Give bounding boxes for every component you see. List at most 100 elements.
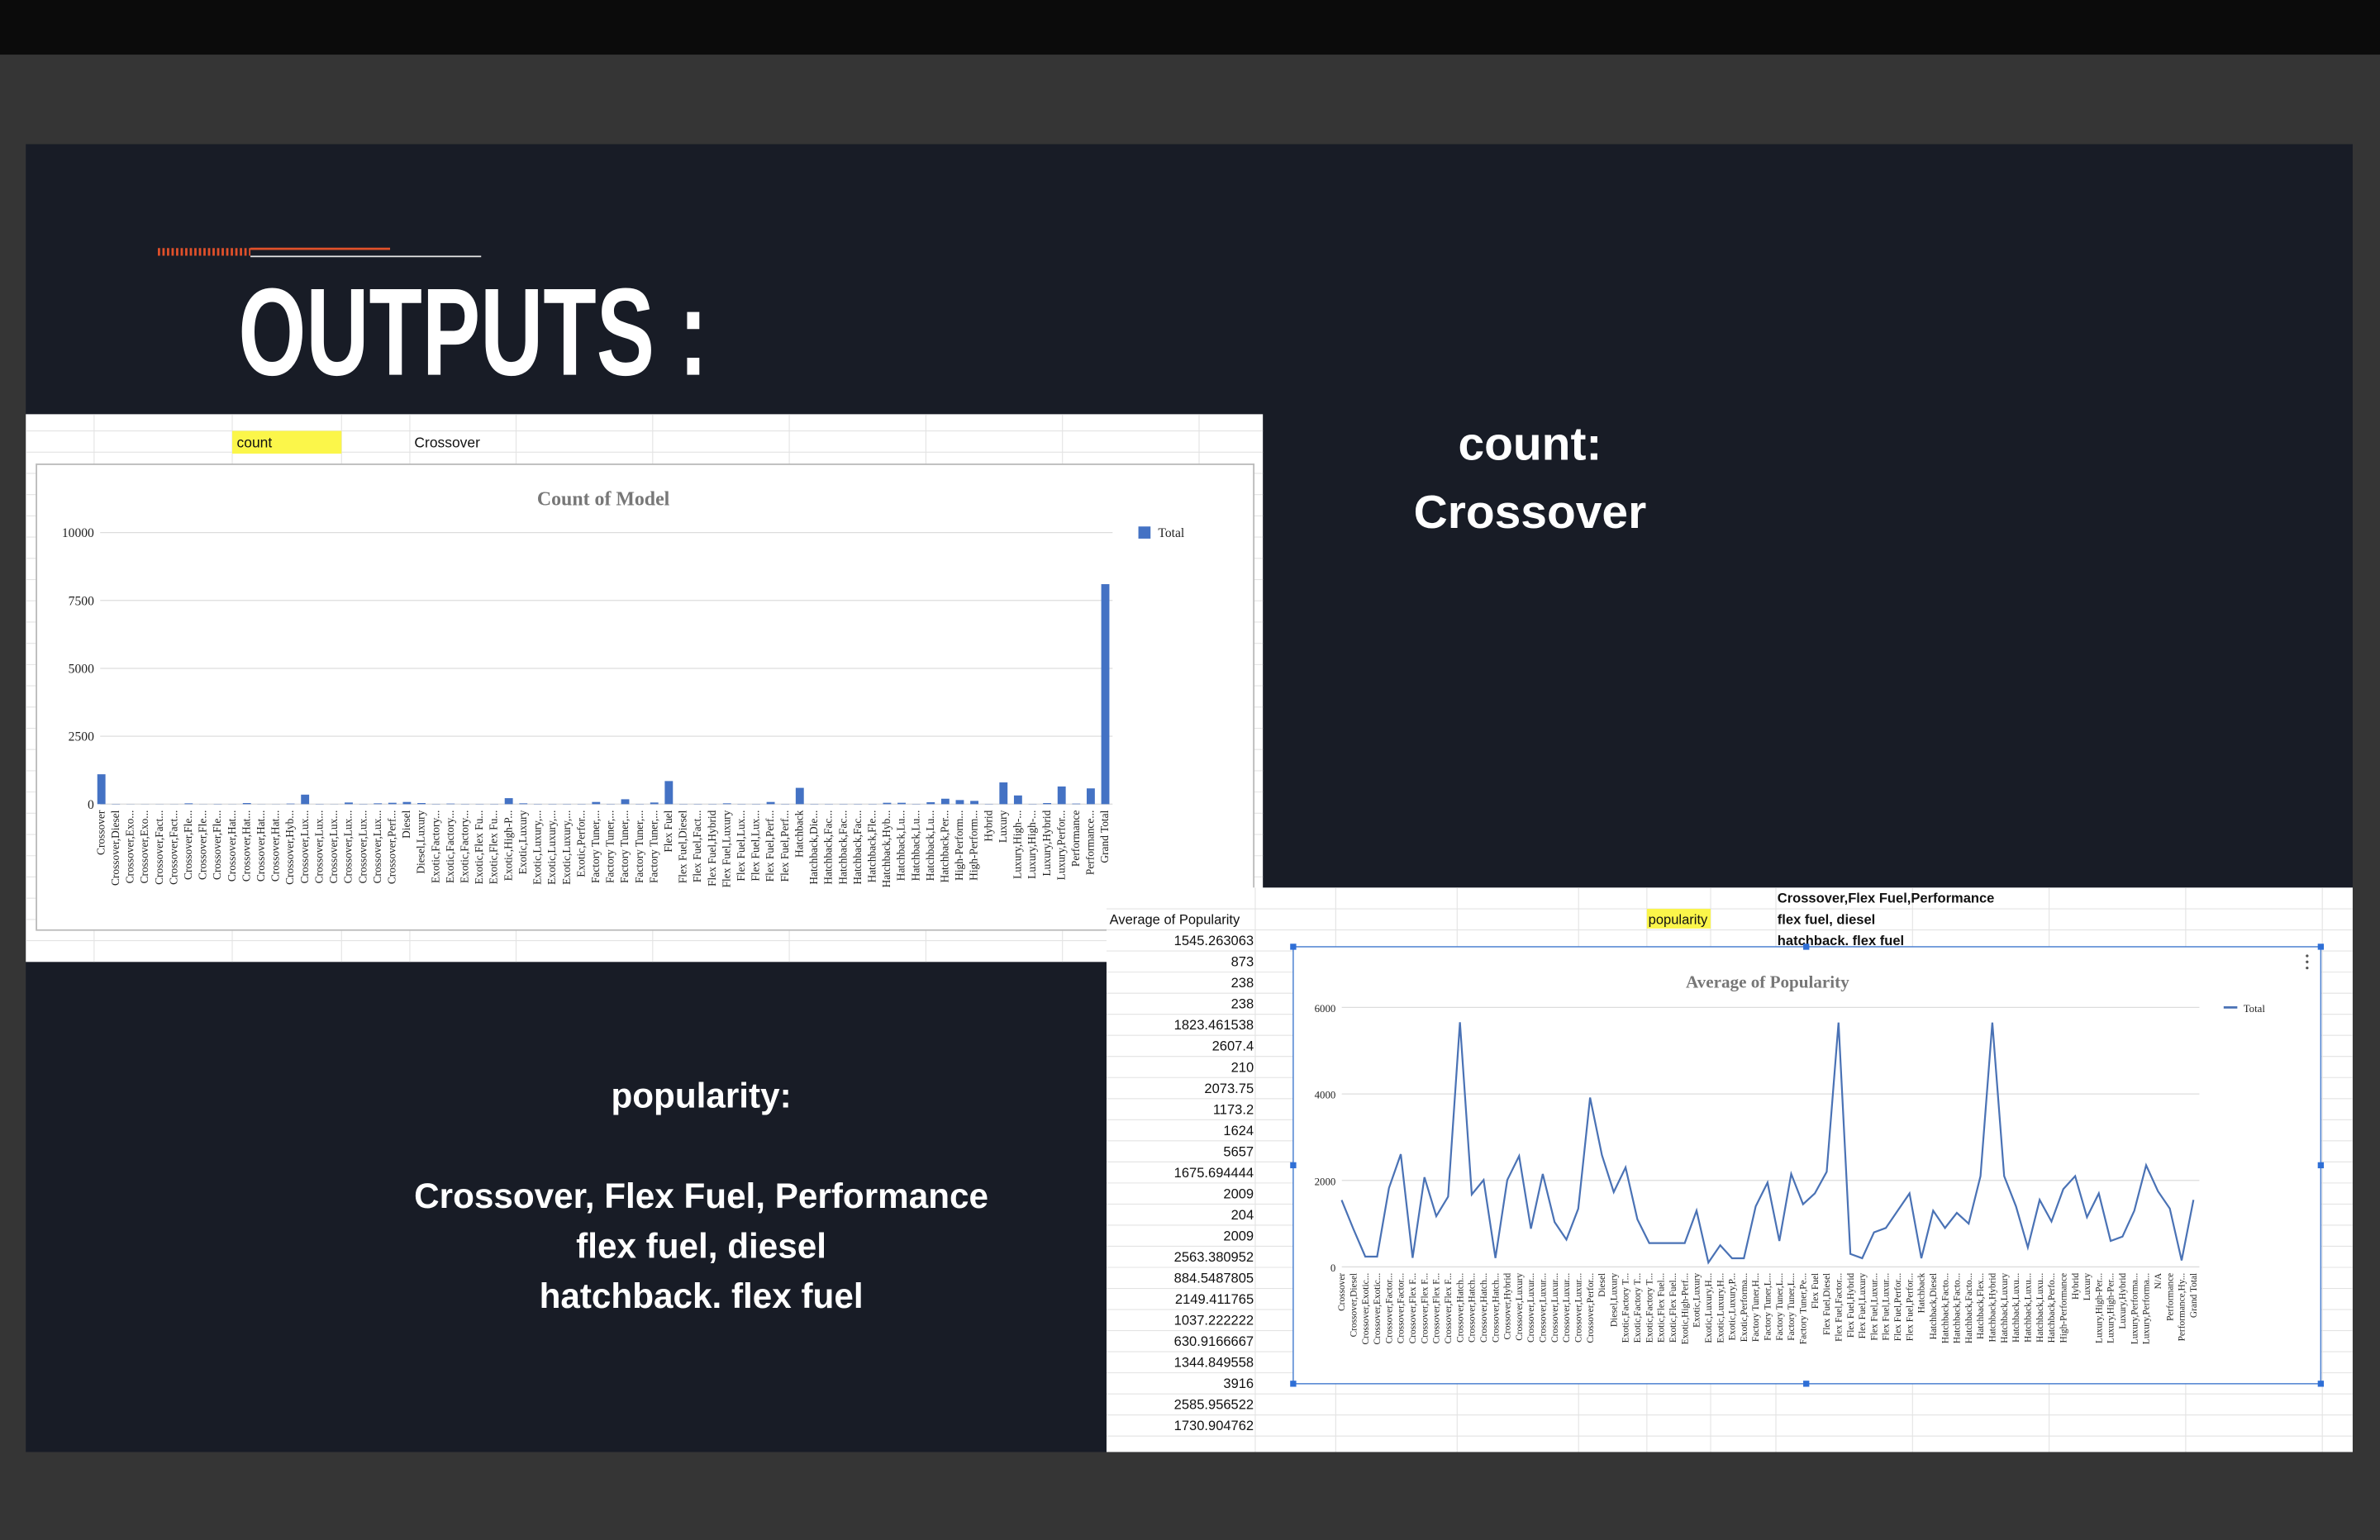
selection-handle	[1290, 943, 1297, 950]
popularity-line: flex fuel, diesel	[576, 1226, 826, 1265]
table-value: 1545.263063	[1174, 933, 1254, 948]
x-tick-label: Flex Fuel,Perfor...	[1893, 1273, 1903, 1342]
spreadsheet-bottom: popularity Crossover,Flex Fuel,Performanc…	[1106, 887, 2353, 1452]
x-tick-label: Crossover,Exotic...	[1361, 1273, 1371, 1345]
x-tick-label: Crossover,Lux...	[342, 810, 355, 884]
cell-text: popularity	[1649, 911, 1708, 927]
x-tick-label: Hatchback,Die...	[807, 810, 820, 885]
x-tick-label: Factory Tuner,...	[647, 810, 659, 883]
x-tick-label: N/A	[2154, 1272, 2163, 1289]
table-value: 2009	[1223, 1186, 1254, 1201]
x-tick-label: Crossover,Hyb...	[283, 810, 296, 885]
y-tick-label: 4000	[1315, 1090, 1336, 1101]
x-tick-label: Hatchback,Flex...	[1976, 1273, 1986, 1339]
x-tick-label: Crossover,Fle...	[211, 810, 223, 880]
cell-text: Crossover	[414, 435, 480, 451]
chart-frame	[36, 463, 1255, 931]
x-tick-label: Crossover,Perf...	[385, 810, 397, 884]
x-tick-label: Exotic,Factory...	[459, 810, 471, 883]
x-tick-label: Exotic,Luxury,H...	[1716, 1273, 1726, 1343]
x-tick-label: Factory Tuner,L...	[1787, 1273, 1797, 1341]
x-tick-label: High-Performance	[2059, 1273, 2068, 1343]
x-tick-label: Crossover,Lux...	[298, 810, 311, 884]
y-tick-label: 0	[88, 798, 94, 812]
x-tick-label: Crossover,Luxur...	[1550, 1273, 1560, 1343]
table-value: 2073.75	[1204, 1081, 1254, 1096]
x-tick-label: Luxury,Hybrid	[2118, 1272, 2128, 1328]
x-tick-label: Factory Tuner,H...	[1751, 1273, 1761, 1342]
bar	[1043, 803, 1052, 805]
popularity-line: hatchback. flex fuel	[540, 1276, 864, 1315]
x-tick-label: Performance	[1069, 810, 1082, 867]
x-tick-label: Diesel	[1597, 1273, 1607, 1297]
bar	[621, 799, 630, 805]
x-tick-label: Crossover,Flex F...	[1420, 1273, 1430, 1344]
bar	[592, 801, 601, 805]
table-value: 1675.694444	[1174, 1165, 1254, 1181]
bar	[1086, 788, 1095, 805]
x-tick-label: Exotic,Luxury	[1692, 1272, 1702, 1327]
x-tick-label: Flex Fuel,Luxury	[1858, 1272, 1868, 1338]
table-value: 630.9166667	[1174, 1333, 1254, 1349]
x-tick-label: Crossover,Hat...	[226, 810, 238, 882]
cell-text: Crossover,Flex Fuel,Performance	[1778, 891, 1995, 906]
x-tick-label: Hatchback,Facto...	[1964, 1273, 1974, 1343]
bar	[897, 802, 906, 805]
x-tick-label: Exotic,High-P...	[502, 810, 514, 882]
bar	[345, 802, 353, 805]
x-tick-label: Exotic,High-Perf...	[1680, 1273, 1690, 1345]
x-tick-label: Crossover,Hat...	[269, 810, 282, 882]
x-tick-label: Exotic,Factory...	[429, 810, 441, 883]
legend-swatch	[1138, 526, 1151, 539]
x-tick-label: Hatchback,Luxu...	[2024, 1273, 2034, 1343]
x-tick-label: Crossover,Fle...	[182, 810, 194, 880]
x-tick-label: Flex Fuel,Fact...	[691, 810, 703, 882]
x-tick-label: Luxury	[2082, 1272, 2092, 1300]
table-value: 2563.380952	[1174, 1249, 1254, 1265]
x-tick-label: Flex Fuel,Luxur...	[1882, 1273, 1892, 1341]
selection-handle	[2317, 1381, 2325, 1387]
x-tick-label: Crossover,Exotic...	[1373, 1273, 1383, 1345]
menu-dot	[2306, 960, 2309, 963]
x-tick-label: Performance	[2165, 1273, 2175, 1321]
bar	[766, 801, 775, 805]
x-tick-label: Hatchback,Luxury	[2000, 1272, 2010, 1343]
x-tick-label: Exotic,Factory T...	[1621, 1273, 1631, 1343]
x-tick-label: Luxury,High-Per...	[2094, 1273, 2104, 1343]
bar	[970, 801, 978, 805]
bar	[388, 802, 397, 805]
x-tick-label: Flex Fuel,Diesel	[677, 810, 689, 883]
decoration	[158, 247, 482, 258]
y-tick-label: 6000	[1315, 1003, 1336, 1015]
x-tick-label: Exotic,Factory T...	[1645, 1273, 1654, 1343]
x-tick-label: Crossover,Luxur...	[1539, 1273, 1549, 1343]
x-tick-label: Luxury,Perfor...	[1054, 810, 1067, 881]
bar	[1013, 795, 1022, 805]
x-tick-label: Crossover,Hat...	[255, 810, 267, 882]
bar	[301, 794, 310, 805]
x-tick-label: Flex Fuel	[662, 810, 674, 852]
x-tick-label: Crossover,Luxury	[1515, 1272, 1525, 1340]
x-tick-label: Crossover,Fact...	[153, 810, 165, 885]
x-tick-label: Hatchback,Perfo...	[2047, 1273, 2057, 1343]
popularity-label: popularity:	[611, 1077, 791, 1115]
bar	[286, 803, 295, 805]
x-tick-label: Crossover,Exo...	[124, 810, 136, 884]
x-tick-label: Hatchback	[793, 810, 805, 858]
x-tick-label: Hatchback,Fle...	[865, 810, 878, 883]
x-tick-label: Hatchback,Facto...	[1953, 1273, 1963, 1343]
table-value: 1037.222222	[1174, 1313, 1254, 1328]
table-value: 2009	[1223, 1228, 1254, 1243]
bar	[955, 800, 964, 805]
x-tick-label: Crossover,Luxur...	[1573, 1273, 1583, 1343]
x-tick-label: Crossover,Flex F...	[1408, 1273, 1418, 1344]
bar	[722, 803, 731, 805]
y-tick-label: 7500	[69, 594, 94, 608]
table-value: 204	[1231, 1207, 1254, 1223]
x-tick-label: Flex Fuel,Factor...	[1834, 1273, 1844, 1342]
table-value: 5657	[1223, 1143, 1254, 1159]
selection-handle	[1803, 1381, 1810, 1387]
x-tick-label: Flex Fuel,Hybrid	[706, 810, 718, 886]
spreadsheet-top: count Crossover Count of Model 0 2500 5000 750…	[26, 414, 1264, 962]
